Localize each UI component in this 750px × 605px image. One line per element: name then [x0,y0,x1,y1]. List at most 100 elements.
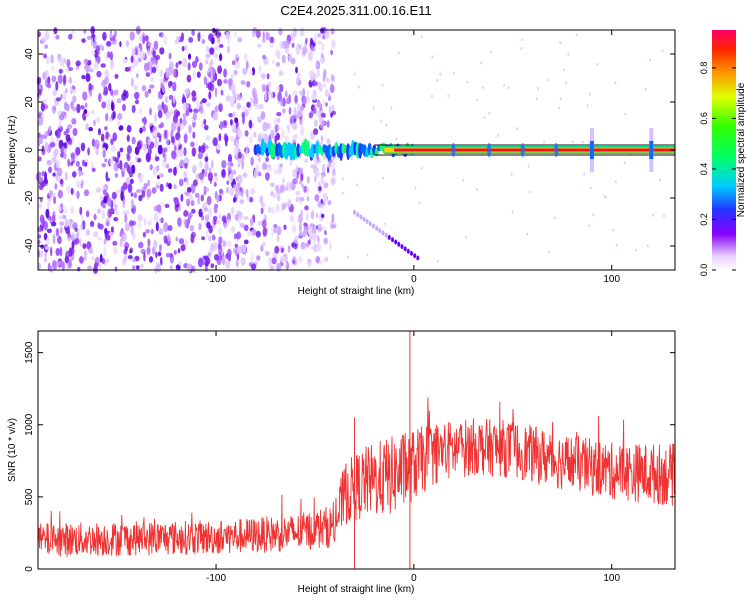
noise-blob [327,200,332,206]
noise-blob [262,31,265,41]
noise-blob [201,236,206,241]
noise-blob [244,130,249,137]
noise-blob [223,79,228,84]
noise-blob [206,45,210,53]
noise-blob [306,175,310,184]
noise-blob [262,241,266,247]
noise-blob [322,99,326,106]
noise-blob [181,96,187,105]
noise-blob [287,198,292,208]
snr-x-tick-label: 100 [603,573,620,584]
noise-blob [68,33,73,40]
noise-blob [257,43,262,48]
noise-blob [168,61,175,70]
noise-blob [78,142,82,147]
noise-blob [297,110,301,120]
noise-blob [86,35,92,40]
noise-blob [182,102,187,112]
noise-blob [169,254,174,264]
noise-blob [74,238,80,245]
noise-blob [324,28,329,39]
colorbar-tick-label: 0.0 [699,264,709,277]
noise-blob [129,178,134,185]
noise-blob [107,132,110,138]
noise-blob [214,105,219,113]
noise-speck [431,55,434,59]
noise-blob [282,108,286,114]
noise-blob [180,193,184,202]
noise-blob [258,65,262,75]
noise-blob [104,227,108,235]
noise-blob [66,185,71,194]
noise-blob [91,51,96,56]
noise-blob [253,169,258,179]
noise-blob [237,129,243,139]
noise-blob [134,91,140,100]
noise-blob [313,37,316,44]
noise-speck [380,120,383,123]
noise-blob [245,150,248,157]
noise-blob [147,42,152,47]
noise-blob [39,250,44,258]
noise-blob [325,256,328,263]
noise-blob [124,246,128,252]
spectrogram-y-tick-label: 20 [24,96,35,108]
streak-point [384,232,388,238]
noise-blob [163,129,167,140]
noise-blob [245,60,249,70]
noise-blob [191,29,195,36]
noise-blob [46,159,52,166]
noise-blob [197,152,203,160]
noise-blob [88,68,94,73]
noise-speck [466,80,469,84]
noise-blob [52,88,57,97]
noise-blob [76,180,81,189]
noise-blob [186,74,192,83]
noise-blob [93,213,97,221]
noise-blob [218,32,222,37]
noise-blob [178,149,184,158]
noise-blob [214,203,219,209]
noise-blob [103,238,107,245]
noise-speck [483,116,486,120]
noise-blob [150,77,154,82]
noise-blob [318,186,322,192]
noise-blob [225,31,230,40]
noise-blob [205,229,209,238]
noise-blob [80,105,85,110]
noise-blob [311,230,317,241]
noise-speck [420,35,423,39]
noise-blob [99,195,105,201]
noise-blob [156,204,162,213]
noise-blob [222,240,226,247]
noise-blob [241,153,245,162]
noise-speck [480,61,483,65]
noise-blob [160,256,163,266]
noise-blob [188,37,194,43]
noise-blob [37,88,42,96]
noise-blob [110,60,114,70]
noise-blob [41,37,46,44]
noise-blob [74,227,78,232]
noise-blob [159,47,165,55]
noise-blob [98,128,101,136]
noise-blob [258,157,261,163]
noise-blob [265,31,268,41]
noise-blob [58,175,62,181]
noise-blob [147,61,150,71]
noise-blob [75,146,81,156]
noise-blob [81,74,86,80]
snr-y-tick-label: 1500 [24,341,35,364]
noise-blob [282,178,285,184]
noise-blob [119,147,124,153]
noise-blob [304,205,309,211]
noise-blob [105,217,111,227]
noise-blob [292,178,298,185]
noise-blob [321,180,326,185]
noise-blob [55,81,59,91]
noise-blob [258,104,264,110]
noise-blob [235,259,239,268]
noise-blob [182,113,187,119]
noise-blob [122,234,127,242]
noise-blob [267,81,272,88]
